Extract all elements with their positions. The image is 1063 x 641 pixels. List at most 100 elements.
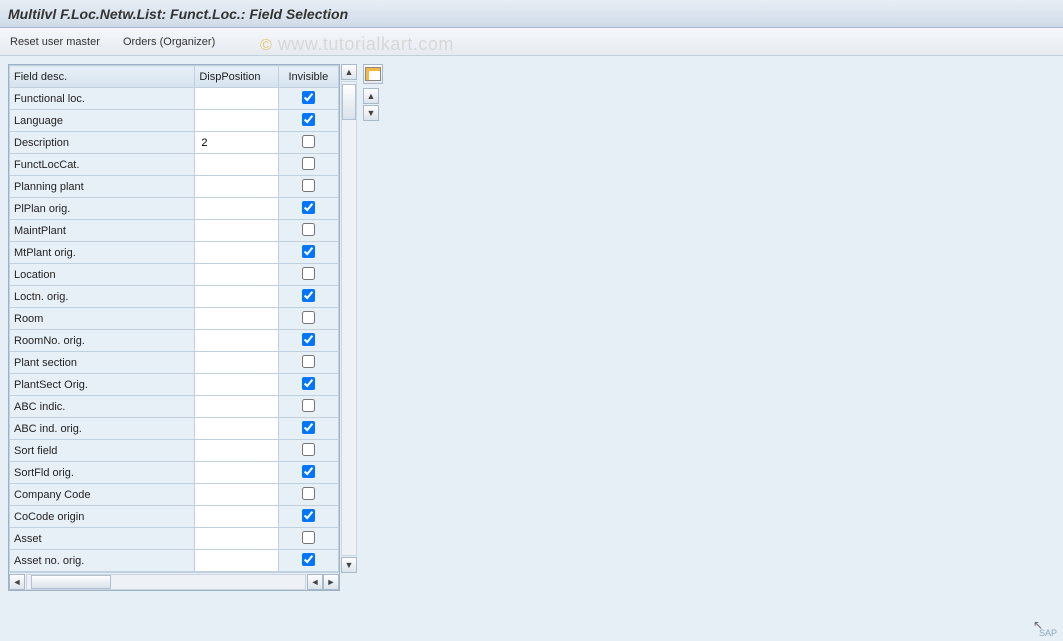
vscroll-track[interactable] xyxy=(341,81,357,556)
page-up-arrow-icon[interactable]: ▲ xyxy=(363,88,379,104)
vertical-scrollbar[interactable]: ▲ ▼ xyxy=(341,64,359,573)
cell-field-desc[interactable]: SortFld orig. xyxy=(10,462,195,484)
cell-disp-position[interactable] xyxy=(195,264,278,286)
reset-user-master-button[interactable]: Reset user master xyxy=(10,36,100,48)
table-row[interactable]: MaintPlant xyxy=(10,220,339,242)
cell-disp-position[interactable] xyxy=(195,462,278,484)
cell-field-desc[interactable]: Asset no. orig. xyxy=(10,550,195,572)
invisible-checkbox[interactable] xyxy=(302,311,315,324)
invisible-checkbox[interactable] xyxy=(302,179,315,192)
cell-invisible[interactable] xyxy=(278,154,338,176)
cell-disp-position[interactable] xyxy=(195,286,278,308)
cell-field-desc[interactable]: FunctLocCat. xyxy=(10,154,195,176)
cell-field-desc[interactable]: Room xyxy=(10,308,195,330)
invisible-checkbox[interactable] xyxy=(302,509,315,522)
vscroll-up-arrow-icon[interactable]: ▲ xyxy=(341,64,357,80)
cell-field-desc[interactable]: Asset xyxy=(10,528,195,550)
disp-position-input[interactable] xyxy=(199,112,273,130)
table-row[interactable]: Location xyxy=(10,264,339,286)
cell-invisible[interactable] xyxy=(278,286,338,308)
invisible-checkbox[interactable] xyxy=(302,201,315,214)
disp-position-input[interactable] xyxy=(199,134,273,152)
hscroll-right-end-arrow-icon[interactable]: ► xyxy=(323,574,339,590)
hscroll-right-arrow-icon[interactable]: ◄ xyxy=(307,574,323,590)
cell-field-desc[interactable]: CoCode origin xyxy=(10,506,195,528)
table-row[interactable]: FunctLocCat. xyxy=(10,154,339,176)
cell-disp-position[interactable] xyxy=(195,528,278,550)
table-row[interactable]: Loctn. orig. xyxy=(10,286,339,308)
hscroll-thumb[interactable] xyxy=(31,575,111,589)
col-header-disp-position[interactable]: DispPosition xyxy=(195,66,278,88)
cell-invisible[interactable] xyxy=(278,330,338,352)
cell-field-desc[interactable]: MaintPlant xyxy=(10,220,195,242)
cell-field-desc[interactable]: ABC ind. orig. xyxy=(10,418,195,440)
hscroll-left-arrow-icon[interactable]: ◄ xyxy=(9,574,25,590)
disp-position-input[interactable] xyxy=(199,178,273,196)
cell-invisible[interactable] xyxy=(278,462,338,484)
disp-position-input[interactable] xyxy=(199,420,273,438)
disp-position-input[interactable] xyxy=(199,442,273,460)
invisible-checkbox[interactable] xyxy=(302,289,315,302)
invisible-checkbox[interactable] xyxy=(302,465,315,478)
cell-disp-position[interactable] xyxy=(195,352,278,374)
table-row[interactable]: Language xyxy=(10,110,339,132)
cell-disp-position[interactable] xyxy=(195,550,278,572)
cell-disp-position[interactable] xyxy=(195,374,278,396)
cell-invisible[interactable] xyxy=(278,132,338,154)
cell-invisible[interactable] xyxy=(278,396,338,418)
table-row[interactable]: Description xyxy=(10,132,339,154)
invisible-checkbox[interactable] xyxy=(302,91,315,104)
invisible-checkbox[interactable] xyxy=(302,487,315,500)
table-row[interactable]: CoCode origin xyxy=(10,506,339,528)
invisible-checkbox[interactable] xyxy=(302,553,315,566)
cell-disp-position[interactable] xyxy=(195,110,278,132)
cell-invisible[interactable] xyxy=(278,352,338,374)
cell-field-desc[interactable]: Location xyxy=(10,264,195,286)
cell-disp-position[interactable] xyxy=(195,154,278,176)
cell-invisible[interactable] xyxy=(278,528,338,550)
cell-invisible[interactable] xyxy=(278,220,338,242)
vscroll-down-arrow-icon[interactable]: ▼ xyxy=(341,557,357,573)
invisible-checkbox[interactable] xyxy=(302,443,315,456)
invisible-checkbox[interactable] xyxy=(302,421,315,434)
table-row[interactable]: Planning plant xyxy=(10,176,339,198)
table-row[interactable]: PlPlan orig. xyxy=(10,198,339,220)
disp-position-input[interactable] xyxy=(199,332,273,350)
hscroll-track[interactable] xyxy=(26,574,306,590)
disp-position-input[interactable] xyxy=(199,376,273,394)
cell-field-desc[interactable]: Description xyxy=(10,132,195,154)
disp-position-input[interactable] xyxy=(199,398,273,416)
cell-disp-position[interactable] xyxy=(195,132,278,154)
disp-position-input[interactable] xyxy=(199,310,273,328)
cell-field-desc[interactable]: Functional loc. xyxy=(10,88,195,110)
disp-position-input[interactable] xyxy=(199,200,273,218)
cell-field-desc[interactable]: Planning plant xyxy=(10,176,195,198)
cell-invisible[interactable] xyxy=(278,88,338,110)
invisible-checkbox[interactable] xyxy=(302,531,315,544)
table-row[interactable]: MtPlant orig. xyxy=(10,242,339,264)
page-down-arrow-icon[interactable]: ▼ xyxy=(363,105,379,121)
invisible-checkbox[interactable] xyxy=(302,135,315,148)
horizontal-scrollbar[interactable]: ◄ ◄ ► xyxy=(9,572,339,590)
invisible-checkbox[interactable] xyxy=(302,355,315,368)
table-row[interactable]: Room xyxy=(10,308,339,330)
disp-position-input[interactable] xyxy=(199,508,273,526)
table-row[interactable]: Plant section xyxy=(10,352,339,374)
cell-invisible[interactable] xyxy=(278,440,338,462)
cell-invisible[interactable] xyxy=(278,198,338,220)
cell-disp-position[interactable] xyxy=(195,484,278,506)
cell-invisible[interactable] xyxy=(278,110,338,132)
cell-invisible[interactable] xyxy=(278,506,338,528)
cell-disp-position[interactable] xyxy=(195,418,278,440)
cell-invisible[interactable] xyxy=(278,484,338,506)
invisible-checkbox[interactable] xyxy=(302,157,315,170)
cell-disp-position[interactable] xyxy=(195,506,278,528)
cell-field-desc[interactable]: PlantSect Orig. xyxy=(10,374,195,396)
table-row[interactable]: RoomNo. orig. xyxy=(10,330,339,352)
cell-field-desc[interactable]: MtPlant orig. xyxy=(10,242,195,264)
cell-field-desc[interactable]: PlPlan orig. xyxy=(10,198,195,220)
table-row[interactable]: Company Code xyxy=(10,484,339,506)
cell-disp-position[interactable] xyxy=(195,440,278,462)
disp-position-input[interactable] xyxy=(199,354,273,372)
disp-position-input[interactable] xyxy=(199,288,273,306)
